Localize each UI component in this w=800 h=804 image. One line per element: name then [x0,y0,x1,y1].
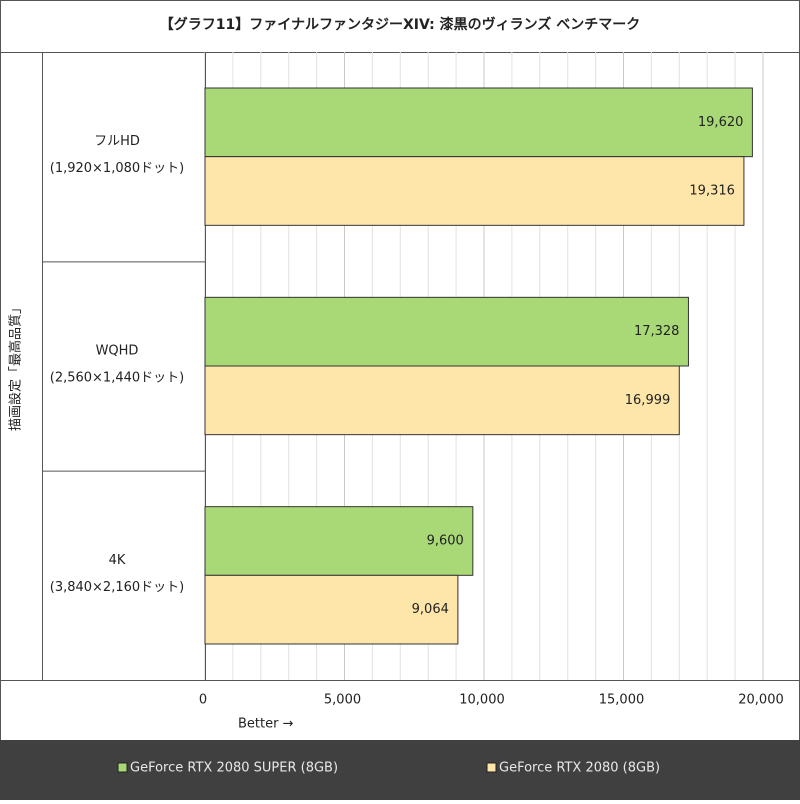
category-label: WQHD [96,344,139,359]
x-axis-title: Better → [238,717,294,732]
value-label: 9,064 [412,602,449,617]
category-sublabel: (2,560×1,440ドット) [50,371,184,386]
bar [204,296,689,367]
category-sublabel: (1,920×1,080ドット) [50,161,184,176]
x-tick-label: 15,000 [599,693,645,708]
x-tick-label: 20,000 [738,693,784,708]
legend-label: GeForce RTX 2080 (8GB) [499,761,660,776]
y-axis-title: 描画設定「最高品質」 [8,301,24,431]
value-label: 19,620 [698,115,744,130]
bar [204,574,459,645]
legend-swatch [486,762,497,773]
legend-label: GeForce RTX 2080 SUPER (8GB) [130,761,338,776]
bar [204,156,745,226]
value-label: 19,316 [689,184,735,199]
x-tick-label: 0 [199,693,207,708]
legend-swatch [117,762,128,773]
bar [204,506,474,576]
bar [204,87,753,158]
category-label: 4K [109,553,126,568]
value-label: 9,600 [427,534,464,549]
x-tick-label: 5,000 [324,693,361,708]
legend-band [0,740,800,800]
x-tick-label: 10,000 [459,693,505,708]
bar [204,365,680,436]
chart-title: 【グラフ11】ファイナルファンタジーXIV: 漆黒のヴィランズ ベンチマーク [160,16,640,33]
value-label: 16,999 [625,393,671,408]
category-sublabel: (3,840×2,160ドット) [50,580,184,595]
value-label: 17,328 [634,324,680,339]
category-label: フルHD [94,134,140,149]
